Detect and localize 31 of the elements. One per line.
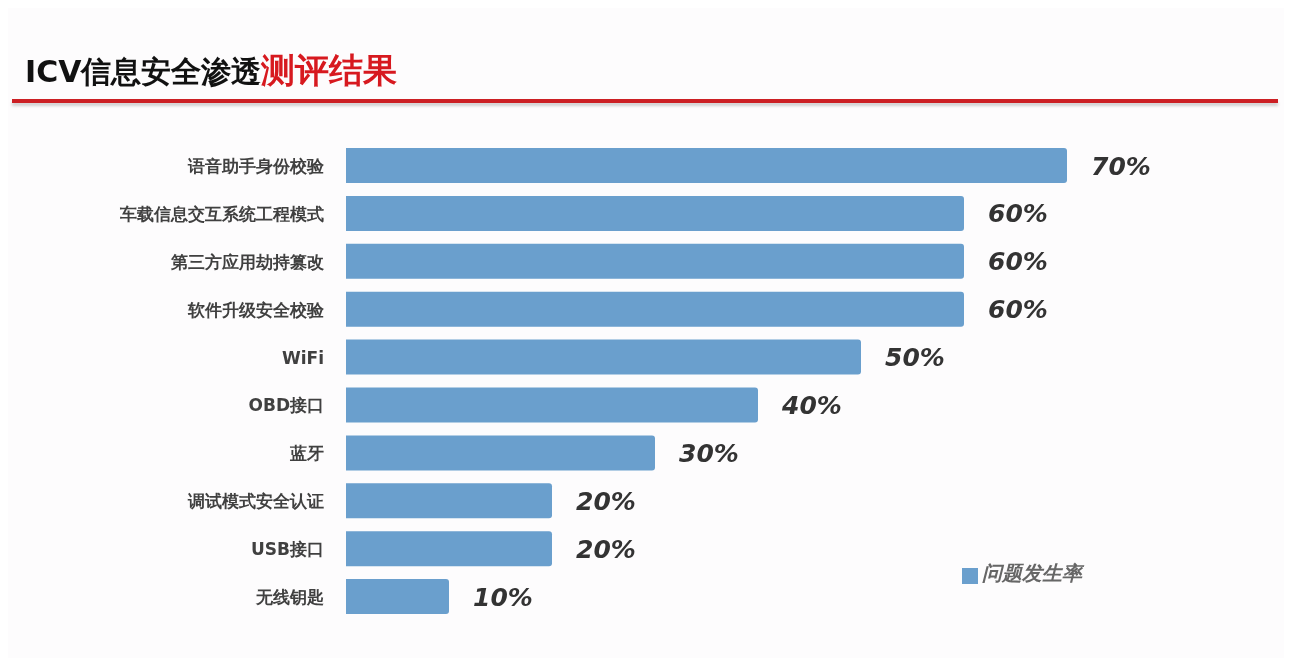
data-label: 50% <box>885 343 945 373</box>
y-tick-label: OBD接口 <box>248 395 324 416</box>
data-label: 60% <box>988 199 1048 229</box>
data-label: 20% <box>576 486 636 516</box>
bar <box>346 243 964 279</box>
bar <box>346 339 861 375</box>
data-label: 60% <box>988 295 1048 325</box>
y-tick-label: 无线钥匙 <box>255 587 324 608</box>
bar <box>346 387 758 423</box>
data-label: 20% <box>576 534 636 564</box>
y-tick-label: 蓝牙 <box>289 443 324 464</box>
y-tick-label: 调试模式安全认证 <box>187 491 324 512</box>
chart-title: ICV信息安全渗透测评结果 <box>25 50 398 90</box>
data-label: 60% <box>988 247 1048 277</box>
data-label: 10% <box>473 582 533 612</box>
bar <box>346 483 552 519</box>
y-tick-label: 第三方应用劫持篡改 <box>170 251 324 272</box>
bar <box>346 291 964 327</box>
bar <box>346 435 655 471</box>
data-label: 30% <box>679 438 739 468</box>
y-tick-label: USB接口 <box>250 539 324 560</box>
bar <box>346 148 1067 183</box>
bar <box>346 579 449 615</box>
y-tick-label: 语音助手身份校验 <box>187 155 325 176</box>
bar <box>346 531 552 567</box>
data-label: 40% <box>781 391 842 420</box>
y-tick-label: 车载信息交互系统工程模式 <box>119 203 324 224</box>
y-tick-label: 软件升级安全校验 <box>187 299 325 320</box>
data-label: 70% <box>1091 151 1151 181</box>
bar <box>346 195 964 231</box>
y-tick-label: WiFi <box>281 347 324 368</box>
